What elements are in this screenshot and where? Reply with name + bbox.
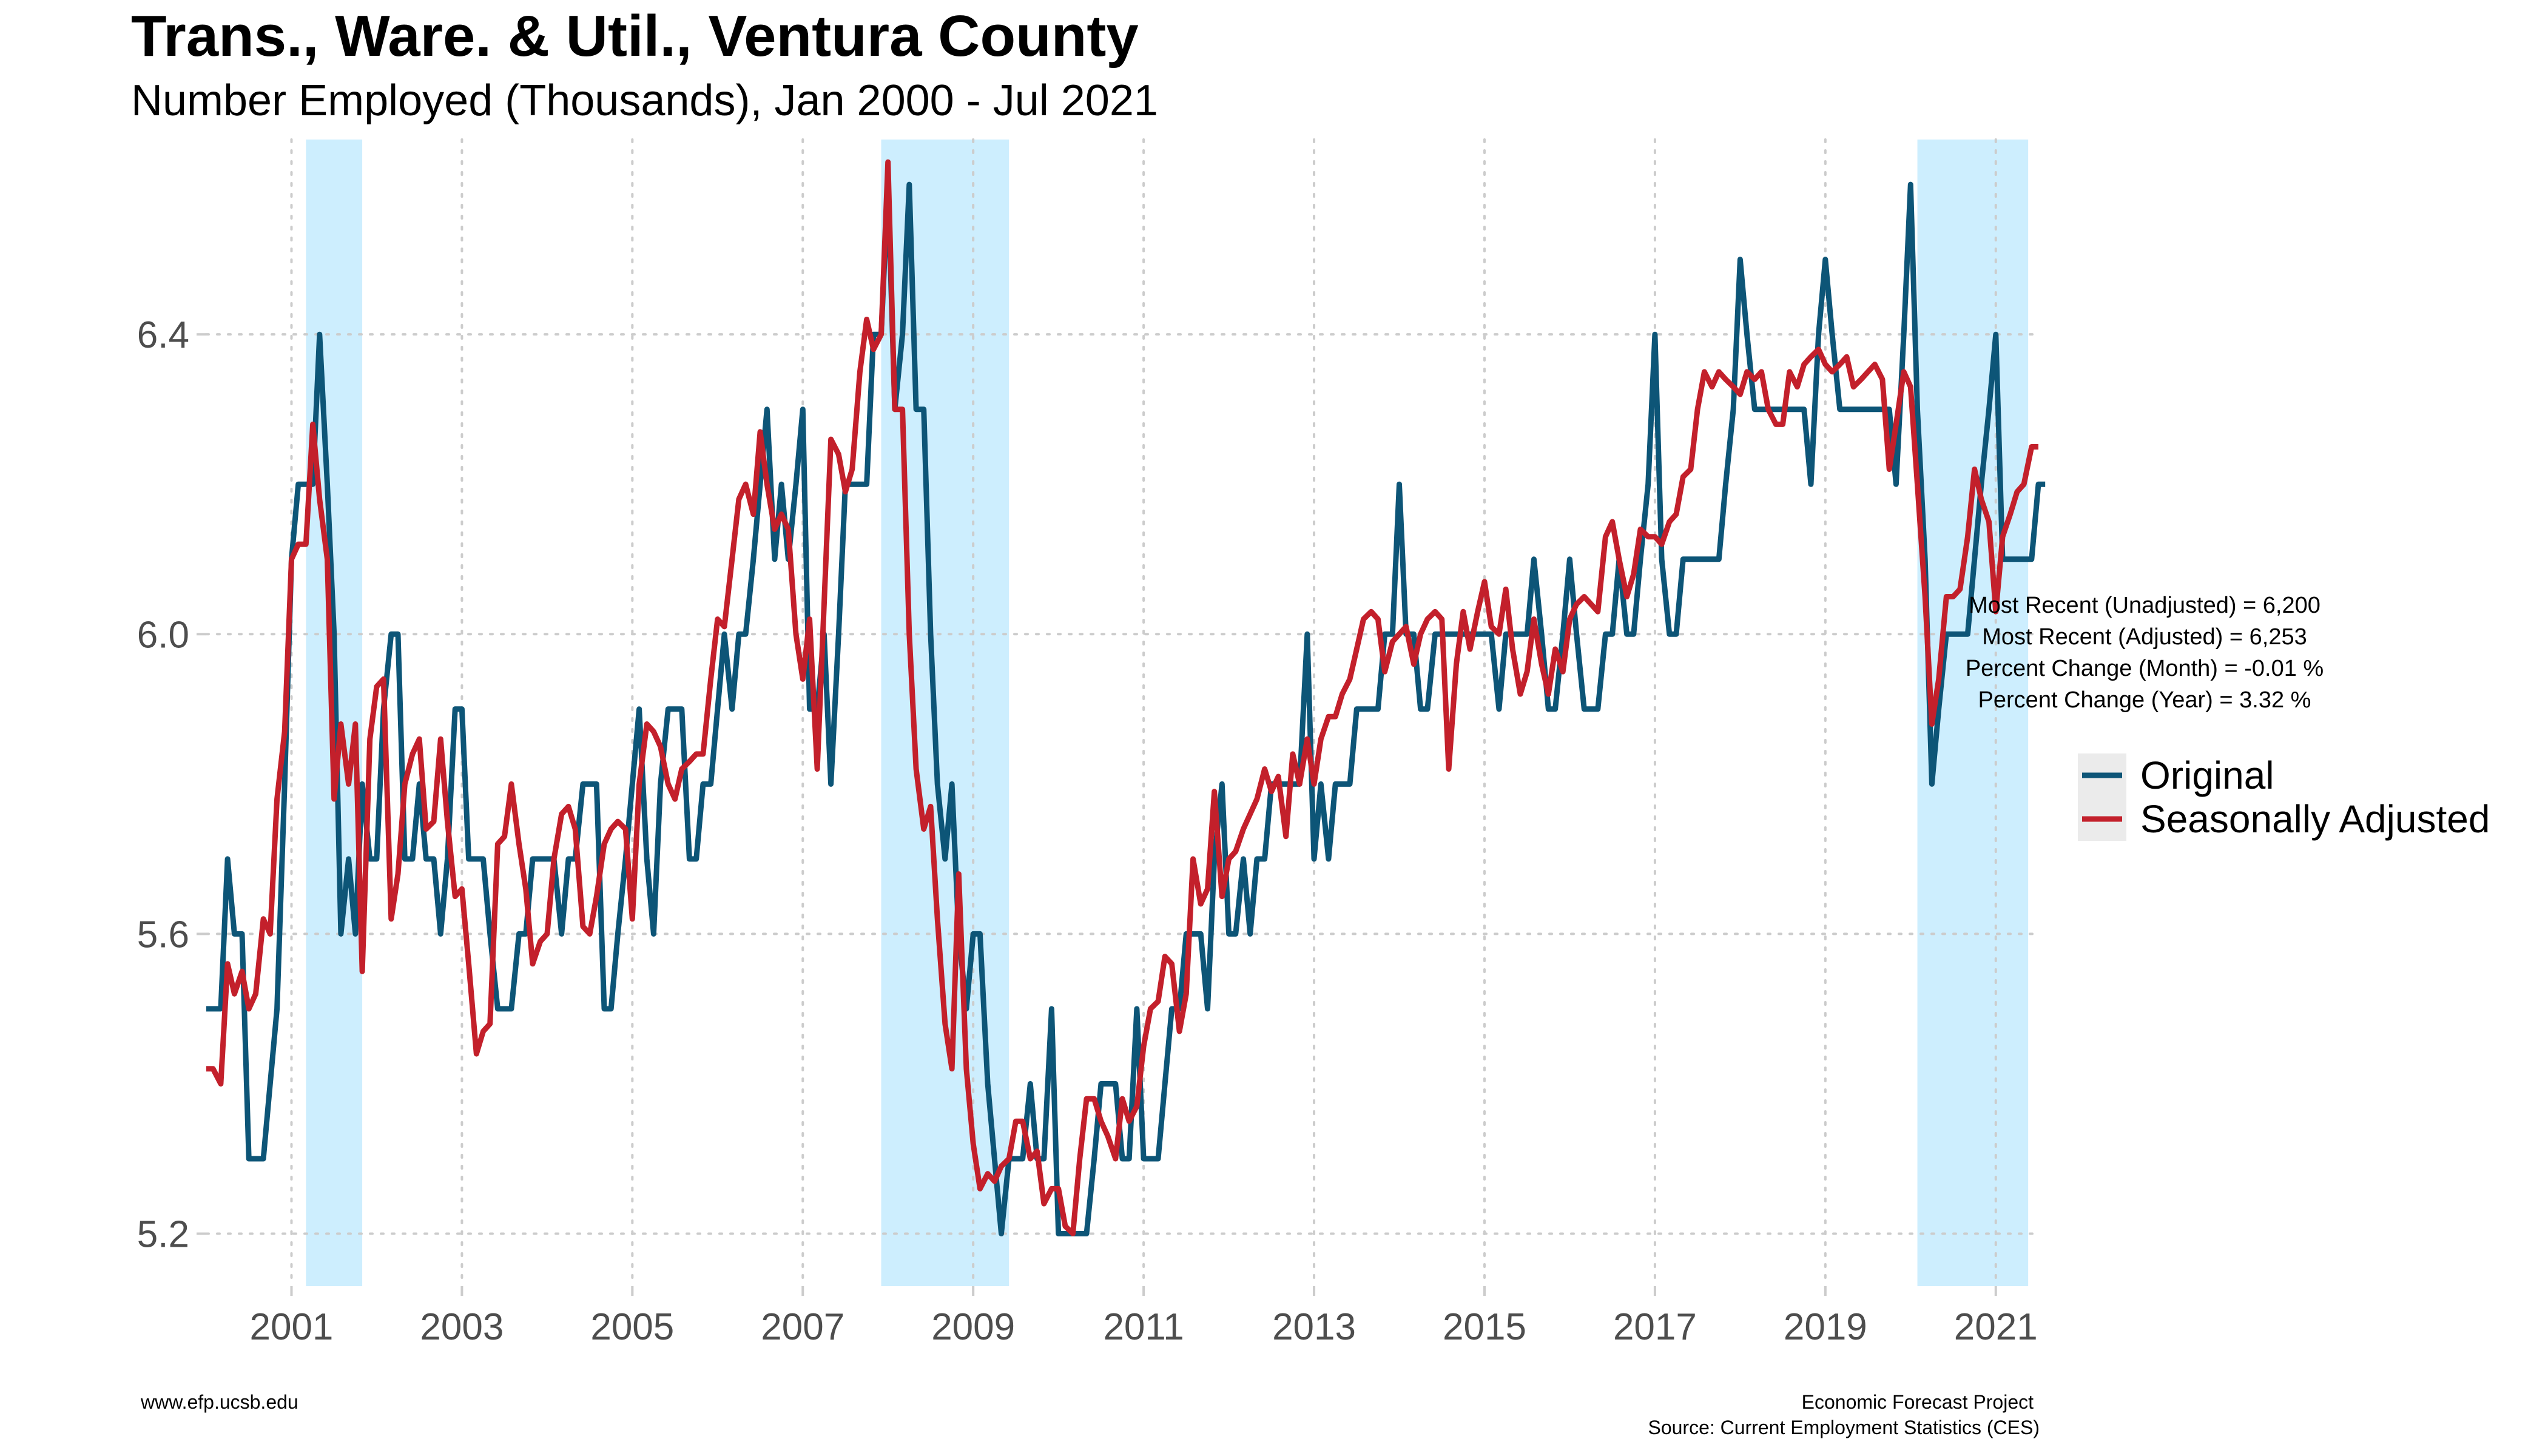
footer-source: Source: Current Employment Statistics (C…	[1648, 1417, 2040, 1438]
x-axis-ticks: 2001 2003 2005 2007 2009 2011 2013 2015 2017 2019…	[249, 1286, 2038, 1348]
series-line-seasonally-adjusted	[206, 159, 2038, 1236]
legend: Original Seasonally Adjusted	[2078, 753, 2490, 841]
stat-percent-change-year: Percent Change (Year) = 3.32 %	[1978, 687, 2311, 713]
legend-label-seasonally-adjusted: Seasonally Adjusted	[2140, 797, 2490, 841]
y-tick-label-6.0: 6.0	[137, 614, 189, 656]
x-tick-label-2009: 2009	[931, 1306, 1015, 1348]
x-tick-label-2001: 2001	[249, 1306, 333, 1348]
x-tick-label-2003: 2003	[420, 1306, 504, 1348]
x-tick-label-2017: 2017	[1613, 1306, 1697, 1348]
x-tick-label-2019: 2019	[1784, 1306, 1867, 1348]
series-lines	[206, 159, 2046, 1236]
gridlines	[205, 138, 2040, 1287]
recession-bands	[306, 140, 2029, 1286]
stats-block: Most Recent (Unadjusted) = 6,200 Most Re…	[1966, 593, 2324, 713]
x-tick-label-2011: 2011	[1103, 1306, 1184, 1348]
y-tick-label-5.2: 5.2	[137, 1214, 189, 1256]
stat-most-recent-adjusted: Most Recent (Adjusted) = 6,253	[1982, 624, 2307, 650]
footer-organization: Economic Forecast Project	[1802, 1391, 2034, 1413]
legend-label-original: Original	[2140, 753, 2274, 797]
stat-percent-change-month: Percent Change (Month) = -0.01 %	[1966, 656, 2324, 681]
x-tick-label-2005: 2005	[590, 1306, 674, 1348]
x-tick-label-2013: 2013	[1272, 1306, 1356, 1348]
x-tick-label-2015: 2015	[1443, 1306, 1526, 1348]
chart-subtitle: Number Employed (Thousands), Jan 2000 - …	[131, 76, 1158, 125]
x-tick-label-2007: 2007	[761, 1306, 844, 1348]
chart-title: Trans., Ware. & Util., Ventura County	[131, 4, 1139, 69]
series-line-original	[206, 181, 2046, 1236]
footer-website: www.efp.ucsb.edu	[140, 1391, 298, 1413]
x-tick-label-2021: 2021	[1954, 1306, 2038, 1348]
stat-most-recent-unadjusted: Most Recent (Unadjusted) = 6,200	[1969, 593, 2320, 618]
y-tick-label-5.6: 5.6	[137, 914, 189, 956]
y-axis-ticks: 5.2 5.6 6.0 6.4	[137, 314, 206, 1256]
y-tick-label-6.4: 6.4	[137, 314, 189, 356]
